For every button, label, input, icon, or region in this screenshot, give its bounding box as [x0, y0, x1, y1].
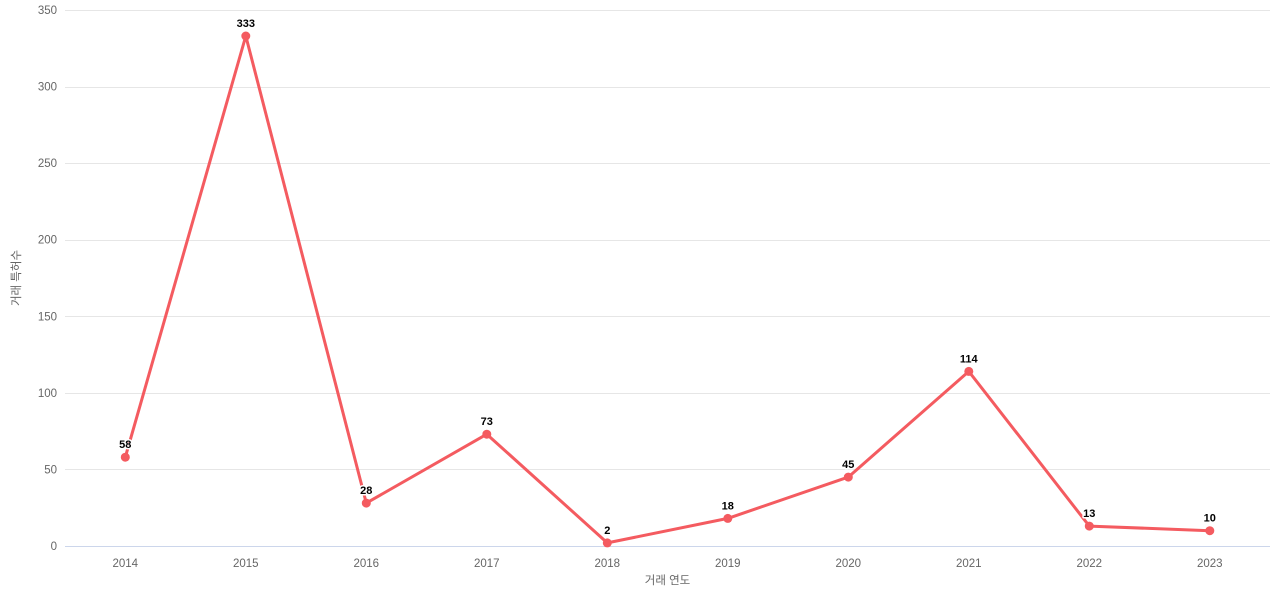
data-point-label: 73 [481, 416, 493, 428]
x-tick-label: 2023 [1197, 558, 1223, 570]
data-point[interactable] [482, 429, 492, 439]
x-tick-label: 2016 [353, 558, 379, 570]
y-tick-label: 250 [38, 158, 57, 170]
data-point-label: 333 [237, 18, 255, 30]
x-tick-label: 2017 [474, 558, 500, 570]
data-point-label: 28 [360, 485, 372, 497]
x-axis-title: 거래 연도 [645, 574, 691, 587]
y-tick-label: 150 [38, 311, 57, 323]
data-point-label: 45 [842, 459, 854, 471]
data-point[interactable] [843, 472, 853, 482]
y-tick-label: 200 [38, 235, 57, 247]
x-tick-label: 2021 [956, 558, 982, 570]
y-tick-label: 300 [38, 82, 57, 94]
data-point-label: 58 [119, 439, 131, 451]
x-tick-label: 2019 [715, 558, 741, 570]
data-point[interactable] [361, 498, 371, 508]
data-point-label: 2 [604, 525, 610, 537]
x-tick-label: 2022 [1076, 558, 1102, 570]
data-point[interactable] [964, 366, 974, 376]
x-tick-label: 2014 [112, 558, 138, 570]
data-point-label: 10 [1204, 513, 1216, 525]
data-point[interactable] [120, 452, 130, 462]
data-point[interactable] [241, 31, 251, 41]
data-point-label: 13 [1083, 508, 1095, 520]
y-tick-label: 100 [38, 388, 57, 400]
data-point-label: 114 [960, 353, 979, 365]
y-tick-label: 350 [38, 5, 57, 17]
x-tick-label: 2018 [594, 558, 620, 570]
data-point[interactable] [1205, 526, 1215, 536]
y-tick-label: 0 [51, 541, 57, 553]
y-axis-title: 거래 특허수 [10, 250, 23, 306]
y-tick-label: 50 [44, 464, 57, 476]
data-point-label: 18 [722, 500, 734, 512]
data-point[interactable] [723, 513, 733, 523]
data-point[interactable] [602, 538, 612, 548]
series-line [123, 34, 1212, 545]
x-tick-label: 2015 [233, 558, 259, 570]
data-point[interactable] [1084, 521, 1094, 531]
x-tick-label: 2020 [835, 558, 861, 570]
